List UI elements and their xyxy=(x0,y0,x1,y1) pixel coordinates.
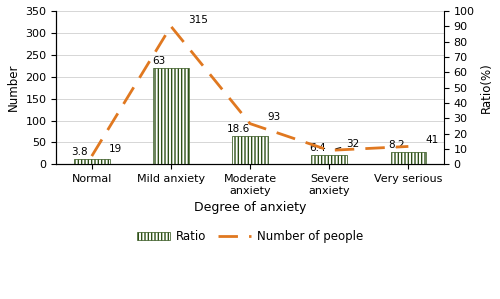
Bar xyxy=(232,136,268,164)
Bar xyxy=(153,68,188,164)
Text: 19: 19 xyxy=(109,144,122,154)
Bar xyxy=(312,155,347,164)
Text: 32: 32 xyxy=(346,139,360,149)
Text: 18.6: 18.6 xyxy=(226,124,250,134)
Y-axis label: Ratio(%): Ratio(%) xyxy=(480,62,493,113)
Text: 315: 315 xyxy=(188,15,208,25)
X-axis label: Degree of anxiety: Degree of anxiety xyxy=(194,201,306,214)
Legend: Ratio, Number of people: Ratio, Number of people xyxy=(132,225,368,248)
Text: 93: 93 xyxy=(268,112,280,122)
Text: 63: 63 xyxy=(152,56,166,66)
Text: 3.8: 3.8 xyxy=(72,147,88,157)
Text: 8.2: 8.2 xyxy=(388,140,405,150)
Text: 6.4: 6.4 xyxy=(309,143,326,153)
Y-axis label: Number: Number xyxy=(7,64,20,112)
Bar xyxy=(74,158,110,164)
Text: 41: 41 xyxy=(426,135,439,145)
Bar xyxy=(390,152,426,164)
